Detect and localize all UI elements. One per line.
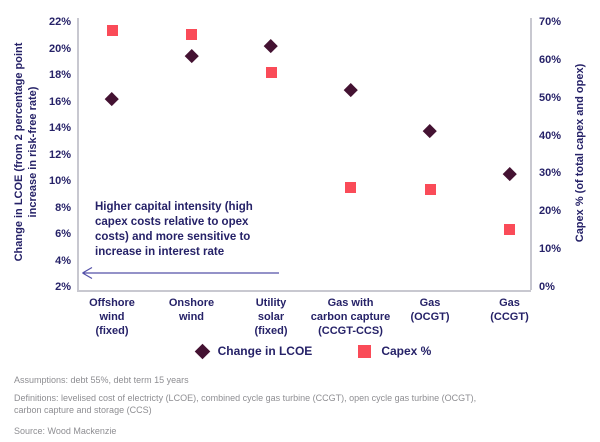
data-point-change-in-lcoe <box>343 82 358 96</box>
left-axis-line <box>77 18 79 290</box>
y-tick-right: 70% <box>539 16 562 28</box>
diamond-marker-icon <box>194 343 210 359</box>
y-tick-right: 60% <box>539 53 562 66</box>
footnotes: Assumptions: debt 55%, debt term 15 year… <box>14 374 494 437</box>
y-tick-right: 0% <box>539 281 555 293</box>
category-label: Offshore wind (fixed) <box>89 297 135 337</box>
right-axis-title: Capex % (of total capex and opex) <box>574 63 586 243</box>
data-point-change-in-lcoe <box>105 91 119 106</box>
category-label: Gas (OCGT) <box>410 297 450 323</box>
right-axis-line <box>530 18 532 290</box>
y-tick-left: 6% <box>55 228 71 240</box>
category-label: Onshore wind <box>168 297 215 323</box>
data-point-capex <box>424 184 436 196</box>
category-label: Utility solar (fixed) <box>254 297 288 337</box>
definitions-note: Definitions: levelised cost of electrict… <box>14 393 477 415</box>
y-tick-left: 12% <box>48 148 71 161</box>
data-point-capex <box>504 223 515 235</box>
y-tick-left: 14% <box>48 122 71 134</box>
y-tick-left: 16% <box>48 95 71 108</box>
y-tick-left: 8% <box>55 201 71 214</box>
y-tick-right: 30% <box>539 167 562 180</box>
assumptions-note: Assumptions: debt 55%, debt term 15 year… <box>14 375 189 385</box>
annotation-text: Higher capital intensity (high capex cost… <box>95 201 253 258</box>
y-tick-left: 2% <box>55 281 71 293</box>
source-note: Source: Wood Mackenzie <box>14 426 117 436</box>
y-tick-left: 22% <box>48 16 71 28</box>
legend-item-capex: Capex % <box>358 344 431 358</box>
data-point-change-in-lcoe <box>502 167 517 181</box>
data-point-capex <box>186 28 197 40</box>
left-axis-title: Change in LCOE (from 2 percentage point i… <box>13 42 39 262</box>
square-marker-icon <box>358 344 372 358</box>
y-tick-left: 20% <box>48 42 71 55</box>
data-point-change-in-lcoe <box>184 49 199 63</box>
bottom-axis-line <box>77 290 531 292</box>
y-tick-right: 50% <box>539 91 562 104</box>
y-tick-right: 20% <box>539 205 562 218</box>
data-point-change-in-lcoe <box>423 123 437 138</box>
legend: Change in LCOE Capex % <box>14 343 600 359</box>
data-point-capex <box>265 66 277 78</box>
y-tick-left: 10% <box>48 175 71 187</box>
legend-label-capex: Capex % <box>381 344 432 358</box>
data-point-capex <box>106 25 118 37</box>
legend-label-change-in-lcoe: Change in LCOE <box>217 344 313 358</box>
category-label: Gas (CCGT) <box>490 297 529 323</box>
data-point-change-in-lcoe <box>264 38 278 53</box>
y-tick-right: 40% <box>539 129 562 142</box>
y-tick-left: 18% <box>48 69 71 81</box>
y-tick-right: 10% <box>539 243 562 256</box>
category-label: Gas with carbon capture (CCGT-CCS) <box>310 297 391 337</box>
data-point-capex <box>345 182 356 194</box>
y-tick-left: 4% <box>55 254 71 267</box>
legend-item-change-in-lcoe: Change in LCOE <box>194 343 313 359</box>
left-arrow-icon <box>82 266 279 280</box>
